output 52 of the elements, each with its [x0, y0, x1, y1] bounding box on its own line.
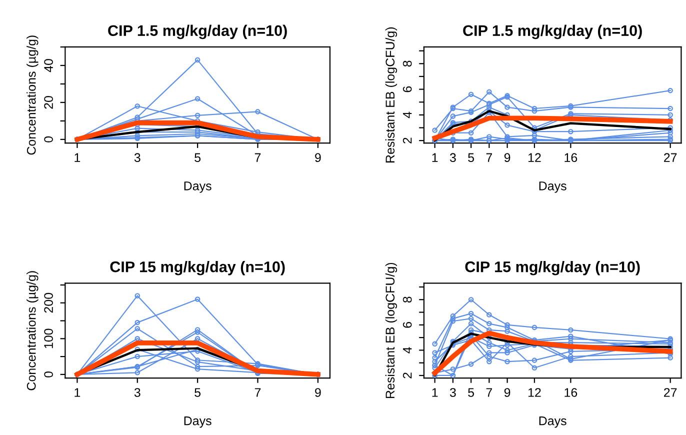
x-tick-label: 5 — [468, 388, 474, 397]
y-tick-label: 0 — [44, 371, 53, 378]
chart-title: CIP 15 mg/kg/day (n=10) — [465, 261, 640, 276]
y-tick-label: 2 — [402, 372, 412, 378]
y-tick-label: 4 — [403, 347, 412, 354]
y-tick-label: 8 — [402, 60, 412, 67]
chart-title: CIP 1.5 mg/kg/day (n=10) — [463, 24, 642, 40]
x-axis-title: Days — [184, 416, 212, 428]
x-tick-label: 1 — [74, 388, 80, 397]
x-tick-label: 3 — [134, 153, 140, 162]
y-tick-label: 100 — [44, 328, 53, 348]
x-tick-label: 9 — [315, 153, 321, 162]
x-tick-label: 3 — [134, 388, 140, 397]
chart-title: CIP 15 mg/kg/day (n=10) — [110, 261, 285, 276]
y-axis-title: Concentrations (µg/g) — [26, 271, 38, 390]
x-tick-label: 7 — [486, 388, 492, 397]
x-tick-label: 5 — [194, 388, 201, 397]
y-tick-label: 4 — [403, 112, 412, 118]
x-tick-label: 16 — [564, 153, 578, 162]
y-tick-label: 8 — [402, 296, 412, 303]
x-tick-label: 27 — [664, 153, 677, 162]
y-tick-label: 6 — [402, 322, 412, 328]
y-tick-label: 200 — [44, 292, 53, 313]
x-tick-label: 27 — [664, 388, 677, 397]
x-tick-label: 3 — [450, 388, 456, 397]
y-axis-title: Resistant EB (logCFU/g) — [385, 262, 398, 398]
y-tick-label: 40 — [44, 59, 53, 72]
x-tick-label: 9 — [504, 388, 510, 397]
y-axis-title: Concentrations (µg/g) — [26, 36, 38, 155]
x-tick-label: 5 — [194, 153, 201, 162]
x-tick-label: 5 — [468, 153, 474, 162]
x-tick-label: 1 — [432, 388, 438, 397]
y-tick-label: 20 — [44, 96, 53, 109]
x-tick-label: 12 — [528, 388, 541, 397]
x-axis-title: Days — [539, 182, 566, 193]
y-tick-label: 2 — [402, 138, 412, 144]
x-axis-title: Days — [184, 182, 212, 193]
y-axis-title: Resistant EB (logCFU/g) — [385, 27, 398, 162]
x-axis-title: Days — [539, 416, 566, 428]
x-tick-label: 7 — [254, 388, 261, 397]
y-tick-label: 0 — [44, 136, 53, 142]
x-tick-label: 9 — [315, 388, 321, 397]
chart-title: CIP 1.5 mg/kg/day (n=10) — [108, 24, 287, 40]
x-tick-label: 3 — [450, 153, 456, 162]
x-tick-label: 7 — [486, 153, 492, 162]
x-tick-label: 12 — [528, 153, 541, 162]
x-tick-label: 1 — [74, 153, 80, 162]
y-tick-label: 6 — [402, 86, 412, 92]
x-tick-label: 9 — [504, 153, 510, 162]
x-tick-label: 1 — [432, 153, 438, 162]
x-tick-label: 7 — [254, 153, 261, 162]
x-tick-label: 16 — [564, 388, 578, 397]
